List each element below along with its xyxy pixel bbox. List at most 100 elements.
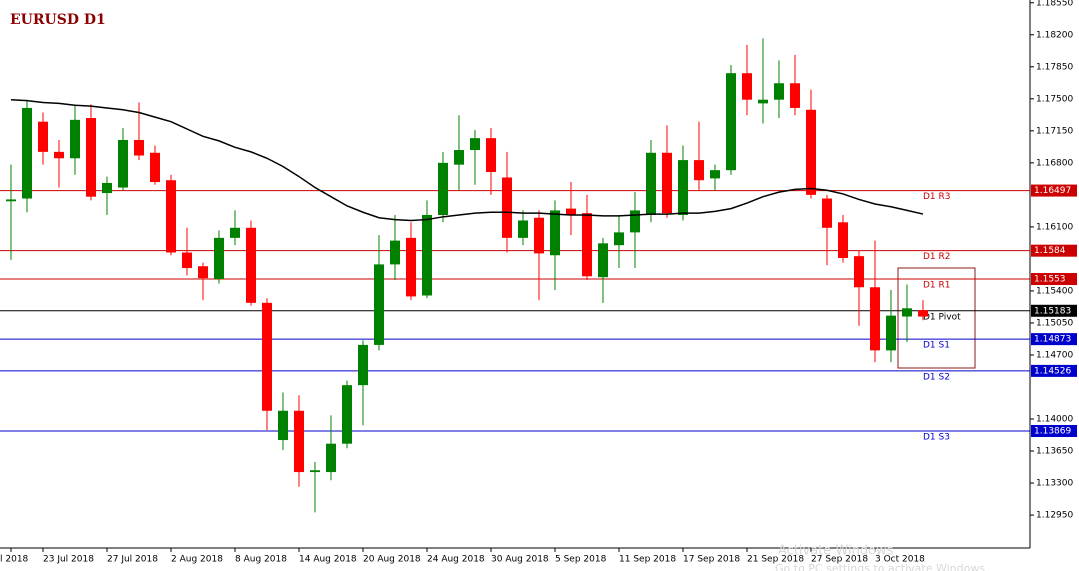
candle-body <box>422 214 432 296</box>
candle-body <box>614 232 624 246</box>
x-tick-label: 27 Sep 2018 <box>811 555 868 565</box>
candle-body <box>646 152 656 215</box>
y-tick-label: 1.18200 <box>1036 30 1073 40</box>
candle-body <box>726 73 736 171</box>
candle-body <box>230 227 240 238</box>
y-tick-label: 1.17500 <box>1036 94 1073 104</box>
candle-body <box>118 139 128 188</box>
candle-body <box>630 210 640 233</box>
x-tick-label: 5 Sep 2018 <box>555 555 607 565</box>
candle-body <box>390 240 400 265</box>
candle-body <box>774 83 784 100</box>
level-price-box <box>1031 364 1077 377</box>
level-price-box <box>1031 424 1077 437</box>
x-tick-label: 11 Sep 2018 <box>619 555 676 565</box>
y-tick-label: 1.13650 <box>1036 447 1073 457</box>
level-name: D1 R3 <box>923 192 951 202</box>
level-price-box <box>1031 273 1077 286</box>
candle-body <box>374 264 384 345</box>
y-tick-label: 1.14000 <box>1036 415 1073 425</box>
x-tick-label: 30 Aug 2018 <box>491 555 549 565</box>
candle-body <box>6 199 16 202</box>
y-tick-label: 1.17850 <box>1036 62 1073 72</box>
drawn-rectangle <box>897 267 976 369</box>
candle-body <box>358 344 368 386</box>
candle-body <box>518 220 528 238</box>
candle-body <box>294 410 304 473</box>
candle-body <box>262 302 272 411</box>
candle-body <box>582 213 592 277</box>
candle-body <box>854 256 864 288</box>
x-tick-label: 2 Aug 2018 <box>171 555 223 565</box>
y-tick-label: 1.18550 <box>1036 0 1073 8</box>
candle-body <box>246 227 256 303</box>
candle-body <box>886 315 896 351</box>
y-tick-label: 1.16800 <box>1036 158 1073 168</box>
candle-body <box>70 119 80 159</box>
y-tick-label: 1.15050 <box>1036 318 1073 328</box>
x-tick-label: 24 Aug 2018 <box>427 555 485 565</box>
y-tick-label: 1.14700 <box>1036 350 1073 360</box>
candle-body <box>598 243 608 278</box>
x-tick-label: 21 Sep 2018 <box>747 555 804 565</box>
candle-body <box>790 83 800 108</box>
candle-body <box>342 385 352 444</box>
candle-body <box>166 180 176 253</box>
x-tick-label: 8 Aug 2018 <box>235 555 287 565</box>
candle-body <box>678 160 688 215</box>
moving-average <box>10 98 924 222</box>
candle-body <box>838 222 848 258</box>
candle-body <box>902 308 912 317</box>
candle-body <box>22 107 32 199</box>
level-price-box <box>1031 333 1077 346</box>
level-price-box <box>1031 304 1077 317</box>
y-tick-label: 1.16100 <box>1036 222 1073 232</box>
candle-body <box>54 151 64 159</box>
x-tick-label: l 2018 <box>0 555 29 565</box>
candle-body <box>694 160 704 181</box>
level-price-box <box>1031 184 1077 197</box>
candle-body <box>662 152 672 214</box>
candle-body <box>806 109 816 195</box>
x-tick-label: 14 Aug 2018 <box>299 555 357 565</box>
candle-body <box>406 237 416 297</box>
candle-body <box>486 138 496 172</box>
level-price: 1.15183 <box>1034 306 1071 316</box>
level-price: 1.1584 <box>1034 246 1066 256</box>
level-price-box <box>1031 244 1077 257</box>
candle-body <box>38 121 48 152</box>
candle-body <box>534 217 544 254</box>
level-price: 1.14526 <box>1034 366 1071 376</box>
level-price: 1.13869 <box>1034 426 1071 436</box>
y-tick-label: 1.17150 <box>1036 126 1073 136</box>
candle-body <box>198 266 208 279</box>
candle-body <box>182 252 192 269</box>
candle-body <box>326 443 336 473</box>
candle-body <box>470 138 480 151</box>
candle-body <box>566 208 576 215</box>
level-name: D1 S1 <box>923 341 950 351</box>
y-tick-label: 1.13300 <box>1036 479 1073 489</box>
candle-body <box>710 170 720 179</box>
level-price: 1.16497 <box>1034 186 1071 196</box>
x-tick-label: 20 Aug 2018 <box>363 555 421 565</box>
candle-body <box>214 237 224 280</box>
candle-body <box>742 73 752 100</box>
candle-body <box>918 310 928 317</box>
candle-body <box>278 410 288 441</box>
level-name: D1 S3 <box>923 432 950 442</box>
candle-body <box>822 198 832 228</box>
candle-body <box>758 99 768 104</box>
y-tick-label: 1.12950 <box>1036 511 1073 521</box>
x-tick-label: 23 Jul 2018 <box>43 555 94 565</box>
candle-body <box>438 162 448 215</box>
candle-body <box>502 177 512 238</box>
level-price: 1.14873 <box>1034 335 1071 345</box>
candle-body <box>310 470 320 473</box>
candle-body <box>870 287 880 351</box>
level-name: D1 R1 <box>923 281 951 291</box>
candle-body <box>134 139 144 156</box>
candle-body <box>454 150 464 165</box>
